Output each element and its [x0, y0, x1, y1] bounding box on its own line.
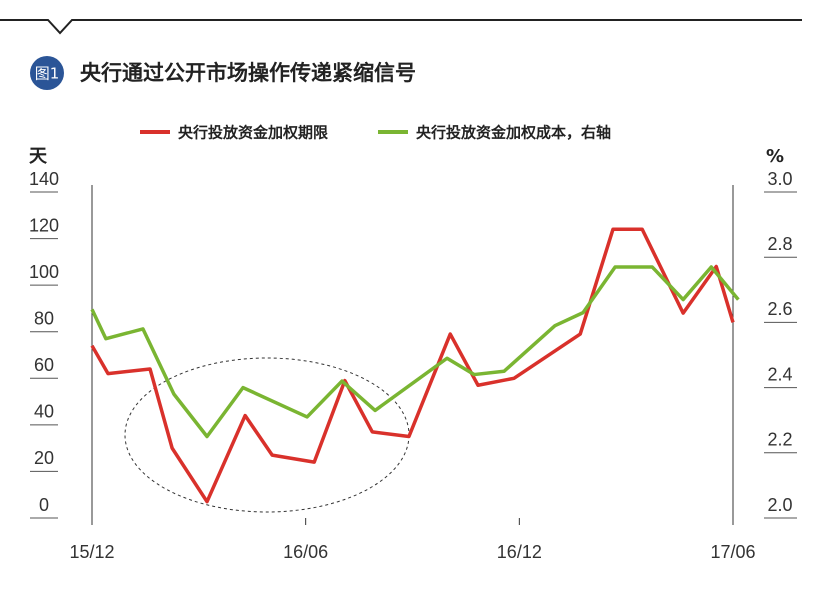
- y-tick-label: 0: [39, 495, 49, 515]
- y2-tick-label: 2.8: [767, 234, 792, 254]
- series-line: [90, 265, 740, 439]
- y-axis-label: 天: [29, 146, 48, 167]
- y-tick-label: 40: [34, 402, 54, 422]
- y-tick-label: 60: [34, 355, 54, 375]
- x-tick-label: 17/06: [710, 542, 755, 562]
- badge: [30, 56, 64, 90]
- x-tick-label: 15/12: [69, 542, 114, 562]
- header-rule: [0, 19, 802, 35]
- badge-text: 图1: [35, 65, 60, 83]
- y-tick-label: 100: [29, 262, 59, 282]
- y2-tick-label: 2.4: [767, 364, 792, 384]
- x-tick-label: 16/12: [497, 542, 542, 562]
- y-tick-label: 140: [29, 169, 59, 189]
- series-line: [90, 227, 735, 504]
- y-tick-label: 120: [29, 215, 59, 235]
- y2-tick-label: 2.6: [767, 299, 792, 319]
- y-tick-label: 20: [34, 448, 54, 468]
- y-tick-label: 80: [34, 308, 54, 328]
- y2-tick-label: 2.2: [767, 430, 792, 450]
- legend-label: 央行投放资金加权成本，右轴: [416, 124, 611, 142]
- x-tick-label: 16/06: [283, 542, 328, 562]
- y2-tick-label: 2.0: [767, 495, 792, 515]
- chart-title: 央行通过公开市场操作传递紧缩信号: [80, 61, 416, 85]
- y2-tick-label: 3.0: [767, 169, 792, 189]
- y2-axis-label: %: [766, 146, 784, 167]
- legend-label: 央行投放资金加权期限: [178, 124, 328, 142]
